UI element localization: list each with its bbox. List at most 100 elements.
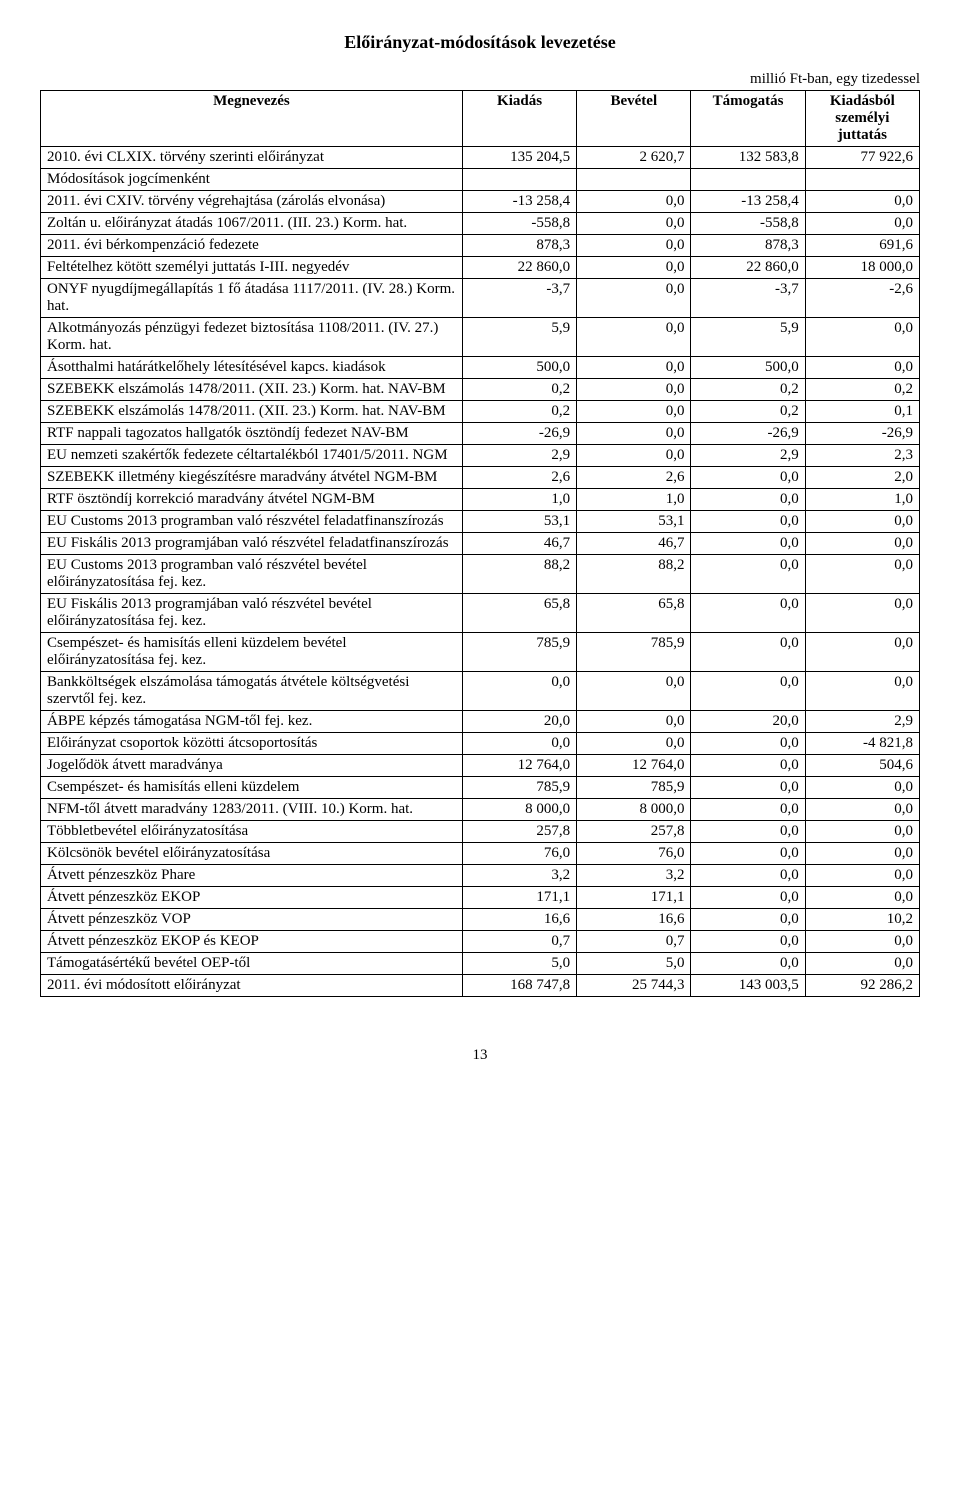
row-value: 0,0 bbox=[691, 633, 805, 672]
row-label: EU Fiskális 2013 programjában való részv… bbox=[41, 533, 463, 555]
row-value: 46,7 bbox=[462, 533, 576, 555]
row-value: 0,0 bbox=[805, 555, 919, 594]
table-row: Kölcsönök bevétel előirányzatosítása76,0… bbox=[41, 843, 920, 865]
row-value: 0,0 bbox=[691, 799, 805, 821]
row-value: -4 821,8 bbox=[805, 733, 919, 755]
row-value: 0,0 bbox=[805, 931, 919, 953]
col-kiadas: Kiadás bbox=[462, 91, 576, 147]
row-value: 0,0 bbox=[577, 279, 691, 318]
row-value: 0,2 bbox=[805, 379, 919, 401]
row-empty-cell bbox=[462, 169, 576, 191]
row-value: 2,9 bbox=[462, 445, 576, 467]
row-value: 500,0 bbox=[462, 357, 576, 379]
row-label: Átvett pénzeszköz EKOP és KEOP bbox=[41, 931, 463, 953]
table-row: EU Customs 2013 programban való részvéte… bbox=[41, 511, 920, 533]
table-row: Előirányzat csoportok közötti átcsoporto… bbox=[41, 733, 920, 755]
row-empty-cell bbox=[805, 169, 919, 191]
table-row: ONYF nyugdíjmegállapítás 1 fő átadása 11… bbox=[41, 279, 920, 318]
row-value: 0,0 bbox=[691, 821, 805, 843]
table-row: Többletbevétel előirányzatosítása257,825… bbox=[41, 821, 920, 843]
table-row: EU Fiskális 2013 programjában való részv… bbox=[41, 594, 920, 633]
table-row: EU Customs 2013 programban való részvéte… bbox=[41, 555, 920, 594]
row-label: Többletbevétel előirányzatosítása bbox=[41, 821, 463, 843]
row-value: -13 258,4 bbox=[691, 191, 805, 213]
row-value: 3,2 bbox=[577, 865, 691, 887]
row-value: 171,1 bbox=[577, 887, 691, 909]
page-number: 13 bbox=[40, 1047, 920, 1064]
row-value: 1,0 bbox=[577, 489, 691, 511]
row-value: 88,2 bbox=[462, 555, 576, 594]
row-value: 0,0 bbox=[577, 191, 691, 213]
row-value: -3,7 bbox=[462, 279, 576, 318]
table-row: SZEBEKK elszámolás 1478/2011. (XII. 23.)… bbox=[41, 379, 920, 401]
row-label: EU nemzeti szakértők fedezete céltartalé… bbox=[41, 445, 463, 467]
table-row: 2011. évi módosított előirányzat168 747,… bbox=[41, 975, 920, 997]
row-label: ONYF nyugdíjmegállapítás 1 fő átadása 11… bbox=[41, 279, 463, 318]
row-value: 0,0 bbox=[577, 235, 691, 257]
col-tamogatas: Támogatás bbox=[691, 91, 805, 147]
table-row: Ásotthalmi határátkelőhely létesítésével… bbox=[41, 357, 920, 379]
table-row: 2010. évi CLXIX. törvény szerinti előirá… bbox=[41, 147, 920, 169]
table-row: Átvett pénzeszköz VOP16,616,60,010,2 bbox=[41, 909, 920, 931]
row-value: 0,0 bbox=[805, 672, 919, 711]
table-row: RTF nappali tagozatos hallgatók ösztöndí… bbox=[41, 423, 920, 445]
row-value: 0,1 bbox=[805, 401, 919, 423]
table-row: SZEBEKK illetmény kiegészítésre maradván… bbox=[41, 467, 920, 489]
row-value: 0,0 bbox=[805, 887, 919, 909]
row-value: 168 747,8 bbox=[462, 975, 576, 997]
row-value: -26,9 bbox=[462, 423, 576, 445]
row-value: 18 000,0 bbox=[805, 257, 919, 279]
table-row: Csempészet- és hamisítás elleni küzdelem… bbox=[41, 633, 920, 672]
row-value: 5,9 bbox=[691, 318, 805, 357]
row-value: 16,6 bbox=[577, 909, 691, 931]
row-value: 0,0 bbox=[691, 489, 805, 511]
row-label: EU Customs 2013 programban való részvéte… bbox=[41, 555, 463, 594]
row-value: 53,1 bbox=[462, 511, 576, 533]
row-value: 12 764,0 bbox=[462, 755, 576, 777]
row-value: 88,2 bbox=[577, 555, 691, 594]
row-value: 0,0 bbox=[691, 843, 805, 865]
row-value: 1,0 bbox=[462, 489, 576, 511]
row-value: 0,0 bbox=[691, 909, 805, 931]
row-value: 0,0 bbox=[805, 318, 919, 357]
row-label: Előirányzat csoportok közötti átcsoporto… bbox=[41, 733, 463, 755]
row-value: 0,0 bbox=[805, 821, 919, 843]
row-value: 257,8 bbox=[577, 821, 691, 843]
row-value: 0,0 bbox=[691, 865, 805, 887]
row-value: 0,0 bbox=[577, 379, 691, 401]
row-label: 2011. évi módosított előirányzat bbox=[41, 975, 463, 997]
row-value: 0,0 bbox=[577, 733, 691, 755]
row-value: 10,2 bbox=[805, 909, 919, 931]
row-label: Ásotthalmi határátkelőhely létesítésével… bbox=[41, 357, 463, 379]
table-row: Jogelődök átvett maradványa12 764,012 76… bbox=[41, 755, 920, 777]
row-value: 0,7 bbox=[577, 931, 691, 953]
row-value: 25 744,3 bbox=[577, 975, 691, 997]
table-row: Alkotmányozás pénzügyi fedezet biztosítá… bbox=[41, 318, 920, 357]
row-value: 171,1 bbox=[462, 887, 576, 909]
row-value: -13 258,4 bbox=[462, 191, 576, 213]
row-value: 65,8 bbox=[577, 594, 691, 633]
row-value: -26,9 bbox=[691, 423, 805, 445]
row-label: SZEBEKK elszámolás 1478/2011. (XII. 23.)… bbox=[41, 401, 463, 423]
row-value: 132 583,8 bbox=[691, 147, 805, 169]
row-value: -558,8 bbox=[462, 213, 576, 235]
row-value: 0,0 bbox=[462, 733, 576, 755]
row-value: 77 922,6 bbox=[805, 147, 919, 169]
col-bevetel: Bevétel bbox=[577, 91, 691, 147]
row-value: 53,1 bbox=[577, 511, 691, 533]
table-row: Támogatásértékű bevétel OEP-től5,05,00,0… bbox=[41, 953, 920, 975]
row-value: 0,0 bbox=[691, 467, 805, 489]
row-value: 22 860,0 bbox=[462, 257, 576, 279]
row-value: 785,9 bbox=[462, 633, 576, 672]
table-row: Átvett pénzeszköz EKOP171,1171,10,00,0 bbox=[41, 887, 920, 909]
row-value: 22 860,0 bbox=[691, 257, 805, 279]
table-row: Csempészet- és hamisítás elleni küzdelem… bbox=[41, 777, 920, 799]
row-value: 691,6 bbox=[805, 235, 919, 257]
row-label: Módosítások jogcímenként bbox=[41, 169, 463, 191]
row-value: 0,0 bbox=[577, 711, 691, 733]
row-value: 878,3 bbox=[462, 235, 576, 257]
row-value: 0,0 bbox=[691, 555, 805, 594]
row-value: -3,7 bbox=[691, 279, 805, 318]
row-label: ÁBPE képzés támogatása NGM-től fej. kez. bbox=[41, 711, 463, 733]
row-value: 0,0 bbox=[805, 533, 919, 555]
